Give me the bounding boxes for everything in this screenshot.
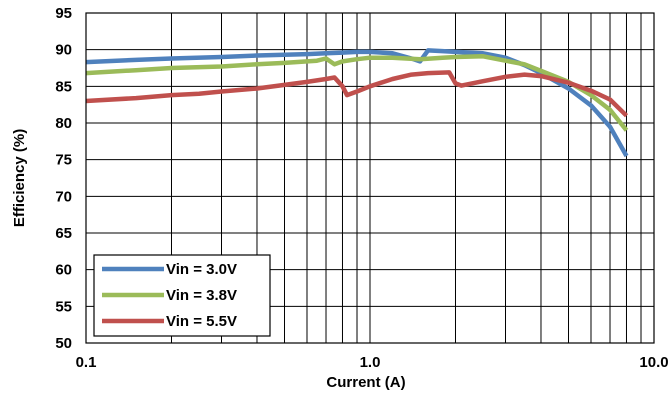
series-line-2: [85, 54, 629, 132]
y-tick-label: 50: [55, 335, 72, 352]
legend: Vin = 3.0V Vin = 3.8V Vin = 5.5V: [93, 254, 271, 337]
x-tick-label: 10.0: [639, 354, 668, 371]
y-axis-title: Efficiency (%): [11, 129, 28, 227]
x-tick-label: 0.1: [76, 354, 97, 371]
legend-label-3: Vin = 5.5V: [166, 313, 237, 330]
series-lines: [85, 48, 629, 158]
y-tick-label: 80: [55, 115, 72, 132]
legend-label-1: Vin = 3.0V: [166, 261, 237, 278]
y-tick-label: 55: [55, 298, 72, 315]
tick-labels: 95 90 85 80 75 70 65 60 55 500.1 1.0 10.0: [55, 5, 668, 371]
y-tick-label: 60: [55, 262, 72, 279]
y-tick-label: 70: [55, 188, 72, 205]
plot-border: [85, 12, 655, 344]
y-tick-label: 90: [55, 42, 72, 59]
legend-label-2: Vin = 3.8V: [166, 287, 237, 304]
y-tick-label: 75: [55, 152, 72, 169]
y-tick-label: 85: [55, 78, 72, 95]
series-line-3: [85, 70, 629, 118]
x-axis-title: Current (A): [326, 374, 405, 391]
y-tick-label: 95: [55, 5, 72, 22]
x-tick-label: 1.0: [360, 354, 381, 371]
y-tick-label: 65: [55, 225, 72, 242]
